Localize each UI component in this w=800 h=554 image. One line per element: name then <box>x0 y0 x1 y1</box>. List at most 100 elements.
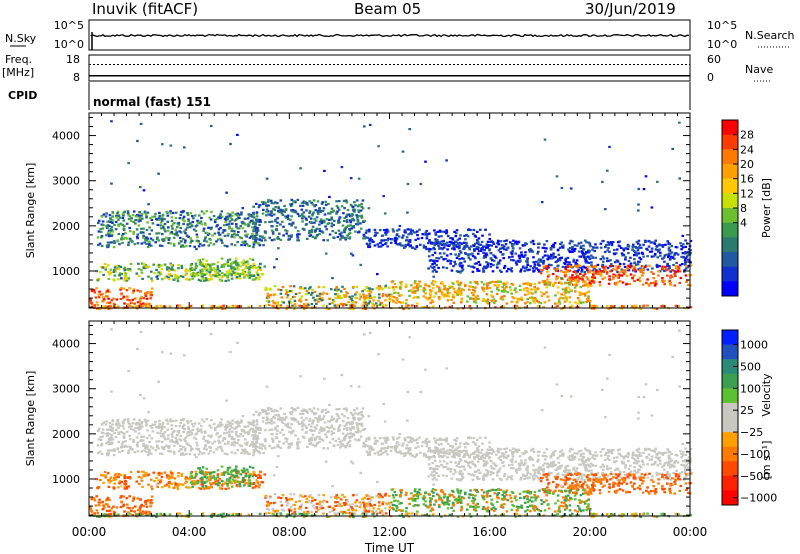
power-data-cell <box>161 278 164 281</box>
velocity-data-cell <box>243 478 247 481</box>
power-data-cell <box>547 299 551 302</box>
power-data-cell <box>157 232 161 235</box>
velocity-data-cell <box>146 453 150 457</box>
power-data-cell <box>132 210 136 213</box>
power-data-cell <box>510 292 513 295</box>
power-data-cell <box>335 212 338 215</box>
velocity-data-cell <box>346 417 350 420</box>
power-data-cell <box>268 236 271 239</box>
velocity-data-cell <box>300 409 304 413</box>
power-data-cell <box>203 273 207 276</box>
power-data-cell <box>461 268 465 271</box>
power-data-cell <box>522 282 525 285</box>
power-data-cell <box>277 207 280 210</box>
power-data-cell <box>443 242 446 245</box>
power-data-cell <box>630 305 634 308</box>
power-data-cell <box>650 247 654 250</box>
velocity-data-cell <box>320 428 324 431</box>
power-data-cell <box>161 305 165 308</box>
power-data-cell <box>230 267 233 270</box>
power-data-cell <box>154 241 157 244</box>
velocity-data-cell <box>336 418 339 421</box>
velocity-background <box>89 321 690 516</box>
velocity-data-cell <box>353 409 356 412</box>
power-data-cell <box>446 260 450 263</box>
power-data-cell <box>491 259 494 262</box>
power-data-cell <box>181 211 184 214</box>
power-data-cell <box>117 232 121 236</box>
power-data-cell <box>234 272 238 275</box>
power-data-cell <box>193 268 196 271</box>
power-data-cell <box>329 288 333 291</box>
power-data-cell <box>624 258 627 261</box>
power-data-cell <box>250 215 254 218</box>
velocity-data-cell <box>179 444 182 447</box>
velocity-data-cell <box>247 421 250 424</box>
velocity-data-cell <box>216 425 219 428</box>
velocity-data-cell <box>181 452 185 455</box>
power-data-cell <box>490 244 493 247</box>
power-data-cell <box>347 224 350 227</box>
power-data-cell <box>248 268 251 271</box>
power-data-cell <box>455 232 458 235</box>
power-data-cell <box>515 263 519 266</box>
power-data-cell <box>366 297 370 300</box>
power-data-cell <box>125 289 129 292</box>
power-data-cell <box>359 209 363 212</box>
velocity-data-cell <box>235 470 239 473</box>
power-data-cell <box>414 231 417 234</box>
power-data-cell <box>198 214 201 217</box>
power-data-cell <box>404 243 407 247</box>
power-data-cell <box>345 225 348 228</box>
power-data-cell <box>117 305 120 308</box>
power-data-cell <box>685 242 689 245</box>
power-data-cell <box>518 257 521 260</box>
power-data-cell <box>598 281 602 284</box>
velocity-data-cell <box>205 487 208 490</box>
velocity-data-cell <box>270 409 274 413</box>
velocity-data-cell <box>101 508 105 511</box>
velocity-data-cell <box>244 431 247 434</box>
power-data-cell <box>642 255 645 258</box>
power-data-cell <box>588 271 592 274</box>
power-data-cell <box>224 220 227 223</box>
power-data-cell <box>342 302 346 306</box>
power-data-cell <box>459 281 463 284</box>
power-ytick-label: 3000 <box>52 175 80 188</box>
power-data-cell <box>279 223 282 226</box>
power-data-cell <box>584 281 587 284</box>
velocity-data-cell <box>337 437 341 440</box>
velocity-data-cell <box>205 439 209 443</box>
power-data-cell <box>221 231 225 234</box>
power-data-cell <box>586 269 589 272</box>
power-data-cell <box>367 244 370 247</box>
power-data-cell <box>106 232 110 235</box>
velocity-data-cell <box>195 482 199 485</box>
velocity-data-cell <box>122 445 126 448</box>
power-data-cell <box>614 283 618 286</box>
power-data-cell <box>594 243 597 246</box>
power-data-cell <box>616 275 620 278</box>
power-data-cell <box>508 286 512 289</box>
power-data-cell <box>452 287 456 290</box>
power-data-cell <box>150 287 154 290</box>
power-data-cell <box>345 218 349 222</box>
power-data-cell <box>542 265 546 268</box>
power-data-cell <box>441 230 445 233</box>
power-data-cell <box>192 271 195 274</box>
power-data-cell <box>497 249 501 252</box>
power-data-cell <box>408 245 412 248</box>
power-data-cell <box>440 291 444 294</box>
velocity-data-cell <box>248 444 252 447</box>
power-data-cell <box>356 221 360 224</box>
velocity-data-cell <box>253 473 256 477</box>
velocity-data-cell <box>158 422 161 425</box>
power-data-cell <box>290 224 293 227</box>
power-data-cell <box>325 292 329 295</box>
power-data-cell <box>617 266 620 269</box>
power-data-cell <box>305 209 308 212</box>
power-data-cell <box>454 253 457 256</box>
power-data-cell <box>440 292 444 295</box>
velocity-data-cell <box>170 439 173 442</box>
power-data-cell <box>161 233 164 236</box>
